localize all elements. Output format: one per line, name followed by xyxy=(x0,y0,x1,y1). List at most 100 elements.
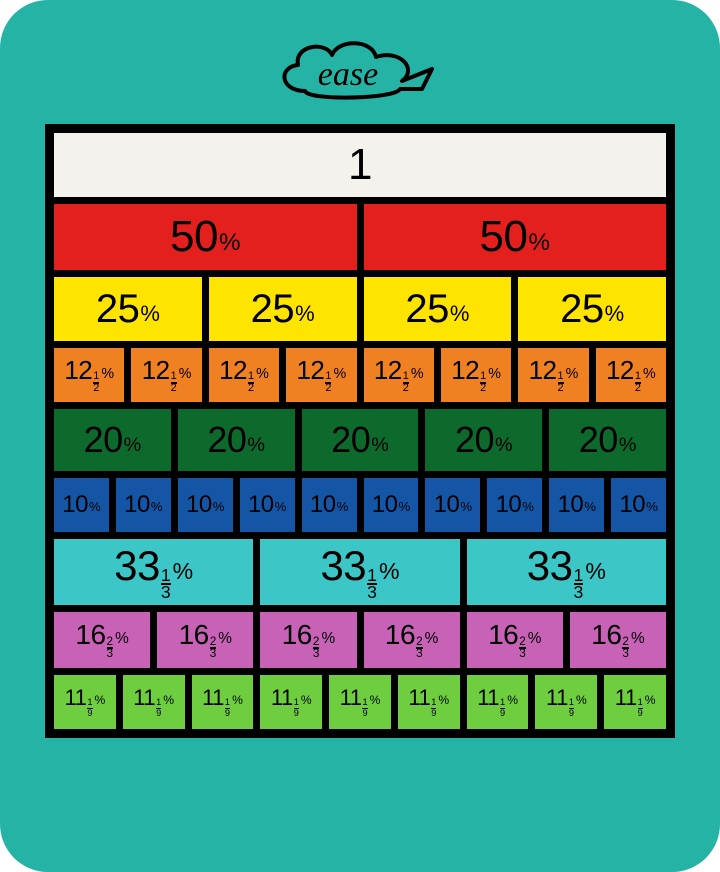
percent-tile: 1119% xyxy=(121,673,187,731)
tile-label: 1212% xyxy=(451,357,501,393)
percent-tile: 1623% xyxy=(568,610,668,670)
tile-fraction: 23 xyxy=(622,637,629,660)
tile-label: 1623% xyxy=(385,621,438,659)
tile-label: 1623% xyxy=(488,621,541,659)
tile-label: 50% xyxy=(480,215,550,259)
tile-main-value: 25 xyxy=(405,289,449,329)
percent-tile: 10% xyxy=(114,476,173,534)
tile-label: 20% xyxy=(331,422,389,458)
tile-main-value: 11 xyxy=(477,687,499,709)
tile-frame: 150%50%25%25%25%25%1212%1212%1212%1212%1… xyxy=(45,124,675,738)
tile-row: 20%20%20%20%20% xyxy=(52,407,668,473)
percent-tile: 1212% xyxy=(516,346,590,404)
percent-tile: 1623% xyxy=(52,610,152,670)
percent-sign: % xyxy=(507,694,518,706)
tile-label: 20% xyxy=(579,422,637,458)
tile-main-value: 11 xyxy=(340,687,362,709)
tile-main-value: 11 xyxy=(133,687,155,709)
tile-main-value: 20 xyxy=(331,422,370,458)
tile-fraction: 23 xyxy=(210,637,217,660)
tile-main-value: 25 xyxy=(560,289,604,329)
percent-sign: % xyxy=(179,367,192,381)
tile-label: 1212% xyxy=(142,357,192,393)
percent-tile: 3313% xyxy=(52,537,255,607)
percent-sign: % xyxy=(460,500,472,513)
tile-main-value: 33 xyxy=(527,545,573,587)
percent-sign: % xyxy=(247,436,265,456)
percent-sign: % xyxy=(495,436,513,456)
tile-row: 1623%1623%1623%1623%1623%1623% xyxy=(52,610,668,670)
tile-label: 1623% xyxy=(75,621,128,659)
percent-tile: 1212% xyxy=(362,346,436,404)
percent-sign: % xyxy=(101,367,114,381)
tile-label: 1119% xyxy=(202,687,243,717)
percent-tile: 50% xyxy=(52,202,359,272)
tile-fraction: 12 xyxy=(403,372,409,393)
tile-label: 10% xyxy=(434,493,472,517)
tile-label: 20% xyxy=(84,422,142,458)
tile-label: 3313% xyxy=(527,545,606,599)
tile-row: 25%25%25%25% xyxy=(52,275,668,343)
percent-tile: 20% xyxy=(547,407,668,473)
tile-fraction: 12 xyxy=(93,372,99,393)
percent-tile: 20% xyxy=(300,407,421,473)
percent-sign: % xyxy=(151,500,163,513)
percent-tile: 20% xyxy=(52,407,173,473)
percent-tile: 50% xyxy=(362,202,669,272)
percent-sign: % xyxy=(124,436,142,456)
tile-main-value: 16 xyxy=(282,621,312,649)
brand-logo: ease xyxy=(260,24,460,120)
tile-label: 10% xyxy=(62,493,100,517)
tile-row: 1212%1212%1212%1212%1212%1212%1212%1212% xyxy=(52,346,668,404)
tile-row: 1119%1119%1119%1119%1119%1119%1119%1119%… xyxy=(52,673,668,731)
tile-main-value: 50 xyxy=(480,215,528,259)
percent-sign: % xyxy=(528,631,542,646)
percent-tile: 1623% xyxy=(258,610,358,670)
percent-tile: 1212% xyxy=(52,346,126,404)
percent-tile: 10% xyxy=(238,476,297,534)
tile-fraction: 13 xyxy=(574,568,584,600)
tile-fraction: 12 xyxy=(558,372,564,393)
tile-fraction: 19 xyxy=(569,699,574,717)
percent-sign: % xyxy=(219,231,241,255)
percent-sign: % xyxy=(95,694,106,706)
tile-label: 1119% xyxy=(615,687,656,717)
tile-fraction: 23 xyxy=(313,637,320,660)
tile-row: 1 xyxy=(52,131,668,199)
tile-fraction: 13 xyxy=(161,568,171,600)
tile-main-value: 33 xyxy=(114,545,160,587)
percent-sign: % xyxy=(631,631,645,646)
tile-fraction: 12 xyxy=(248,372,254,393)
tile-label: 10% xyxy=(124,493,162,517)
percent-tile: 1119% xyxy=(533,673,599,731)
tile-fraction: 19 xyxy=(225,699,230,717)
tile-row: 10%10%10%10%10%10%10%10%10%10% xyxy=(52,476,668,534)
tile-fraction: 13 xyxy=(367,568,377,600)
tile-main-value: 16 xyxy=(75,621,105,649)
tile-main-value: 11 xyxy=(65,687,87,709)
tile-label: 1119% xyxy=(408,687,449,717)
tile-main-value: 33 xyxy=(320,545,366,587)
tile-main-value: 12 xyxy=(142,357,170,383)
percent-tile: 3313% xyxy=(258,537,461,607)
tile-main-value: 12 xyxy=(374,357,402,383)
tile-main-value: 20 xyxy=(207,422,246,458)
tile-label: 1119% xyxy=(271,687,312,717)
percent-tile: 3313% xyxy=(465,537,668,607)
percent-tile: 1119% xyxy=(52,673,118,731)
percent-tile: 1212% xyxy=(439,346,513,404)
percent-sign: % xyxy=(450,303,470,325)
percent-tile: 1119% xyxy=(396,673,462,731)
percent-sign: % xyxy=(115,631,129,646)
tile-main-value: 20 xyxy=(84,422,123,458)
tile-main-value: 11 xyxy=(408,687,430,709)
tile-main-value: 16 xyxy=(385,621,415,649)
tile-label: 1212% xyxy=(219,357,269,393)
tile-main-value: 10 xyxy=(62,493,88,517)
percent-sign: % xyxy=(619,436,637,456)
percent-sign: % xyxy=(425,631,439,646)
tile-fraction: 19 xyxy=(500,699,505,717)
tile-label: 25% xyxy=(96,289,160,329)
percent-sign: % xyxy=(337,500,349,513)
percent-sign: % xyxy=(488,367,501,381)
